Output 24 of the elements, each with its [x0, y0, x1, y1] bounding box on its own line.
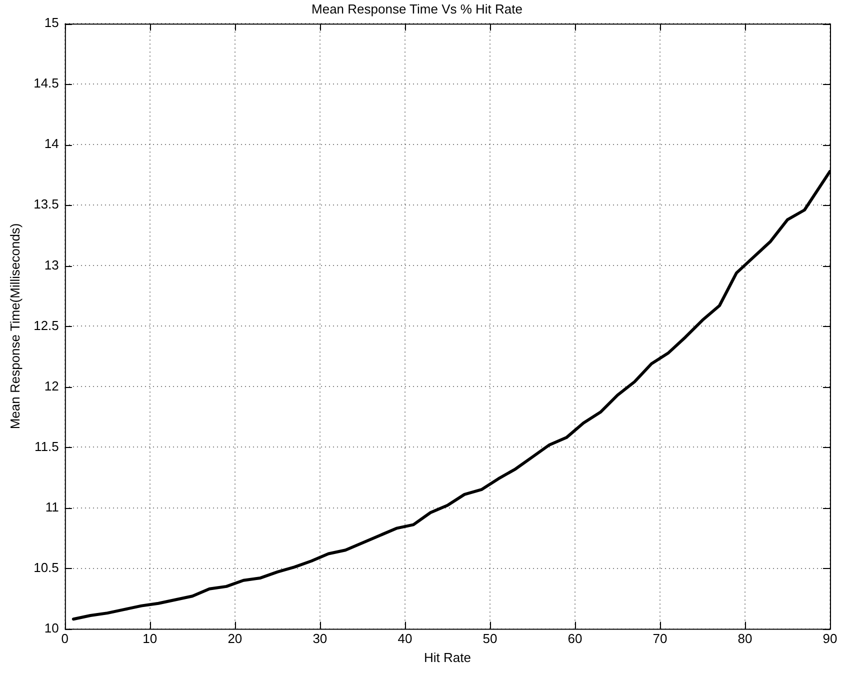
y-axis-title: Mean Response Time(Milliseconds) [7, 223, 22, 430]
x-tick-label: 80 [738, 631, 752, 646]
x-tick-label: 50 [482, 631, 498, 646]
y-tick-label: 14 [44, 136, 59, 152]
x-tick-label: 0 [61, 631, 69, 646]
y-tick-label: 10 [44, 620, 59, 636]
x-tick-label: 60 [568, 631, 582, 646]
y-tick-label: 14.5 [34, 76, 59, 91]
x-tick-label: 70 [652, 631, 668, 646]
x-tick-label: 20 [228, 631, 242, 646]
chart-title: Mean Response Time Vs % Hit Rate [312, 1, 522, 16]
y-tick-label: 11.5 [34, 438, 59, 454]
y-tick-label: 12 [44, 378, 59, 394]
y-tick-label: 13 [44, 257, 59, 272]
y-tick-label: 12.5 [34, 318, 59, 333]
y-tick-label: 15 [44, 15, 59, 30]
x-tick-label: 90 [822, 631, 838, 646]
y-tick-label: 13.5 [34, 196, 59, 212]
x-tick-label: 40 [398, 631, 412, 646]
y-tick-label: 10.5 [34, 560, 59, 575]
x-axis-title: Hit Rate [424, 650, 471, 665]
x-tick-label: 10 [142, 631, 158, 646]
x-tick-label: 30 [312, 631, 328, 646]
y-tick-label: 11 [45, 499, 59, 514]
